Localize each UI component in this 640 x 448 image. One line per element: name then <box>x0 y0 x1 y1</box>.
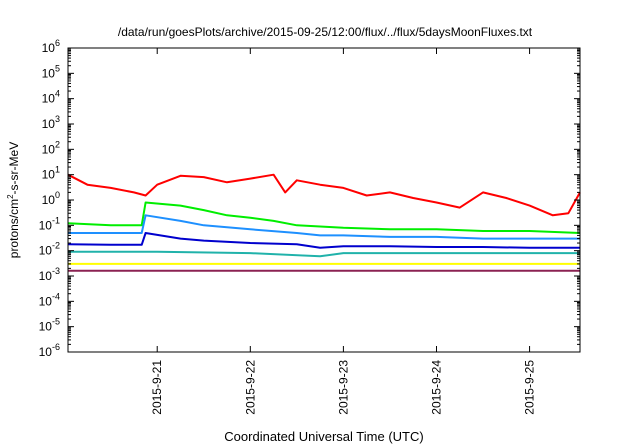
y-tick-exponent: 3 <box>55 114 60 124</box>
y-tick-label: 102 <box>42 139 60 156</box>
y-tick-exponent: 5 <box>55 63 60 73</box>
y-axis-label: protons/cm2-s-sr-MeV <box>6 142 21 258</box>
y-tick-exponent: -5 <box>52 317 60 327</box>
y-tick-label: 10-6 <box>39 342 60 359</box>
series-line-1 <box>67 201 581 234</box>
x-tick-label: 2015-9-23 <box>336 360 350 415</box>
chart-title: /data/run/goesPlots/archive/2015-09-25/1… <box>118 25 533 39</box>
series-layer <box>67 173 581 272</box>
y-tick-label: 105 <box>42 63 60 80</box>
x-tick-label: 2015-9-22 <box>243 360 257 415</box>
y-tick-base: 10 <box>42 41 56 55</box>
y-tick-label: 10-2 <box>39 241 60 258</box>
x-tick-label: 2015-9-24 <box>429 360 443 415</box>
y-tick-label: 103 <box>42 114 60 131</box>
x-axis-label: Coordinated Universal Time (UTC) <box>224 429 423 444</box>
y-tick-base: 10 <box>42 117 56 131</box>
y-tick-exponent: -1 <box>52 215 60 225</box>
y-tick-base: 10 <box>42 193 56 207</box>
y-tick-base: 10 <box>42 66 56 80</box>
y-axis-label-base: protons/cm <box>7 199 21 258</box>
series-line-0 <box>67 173 581 217</box>
plot-frame <box>67 47 581 353</box>
x-tick-label: 2015-9-25 <box>523 360 537 415</box>
y-tick-base: 10 <box>39 294 53 308</box>
y-tick-exponent: 1 <box>55 165 60 175</box>
y-tick-label: 101 <box>42 165 60 182</box>
y-tick-exponent: 6 <box>55 38 60 48</box>
y-tick-label: 106 <box>42 38 60 55</box>
series-line-4 <box>68 250 580 258</box>
series-line-2 <box>68 214 580 240</box>
series-line-3 <box>67 232 580 249</box>
y-tick-base: 10 <box>39 218 53 232</box>
y-tick-exponent: -3 <box>52 266 60 276</box>
y-tick-label: 10-5 <box>39 317 60 334</box>
y-tick-exponent: 0 <box>55 190 60 200</box>
y-tick-base: 10 <box>42 92 56 106</box>
y-tick-exponent: 2 <box>55 139 60 149</box>
y-tick-label: 100 <box>42 190 60 207</box>
y-tick-label: 10-3 <box>39 266 60 283</box>
x-tick-label: 2015-9-21 <box>150 360 164 415</box>
y-tick-base: 10 <box>39 269 53 283</box>
y-tick-base: 10 <box>42 142 56 156</box>
y-tick-exponent: -6 <box>52 342 60 352</box>
y-tick-label: 10-1 <box>39 215 60 232</box>
y-tick-base: 10 <box>42 168 56 182</box>
y-axis-label-sup: 2 <box>6 194 15 199</box>
y-tick-exponent: 4 <box>55 89 60 99</box>
y-tick-base: 10 <box>39 320 53 334</box>
y-tick-label: 104 <box>42 89 60 106</box>
y-tick-exponent: -4 <box>52 291 60 301</box>
x-axis: 2015-9-21 2015-9-22 2015-9-23 2015-9-24 2015… <box>150 48 537 415</box>
y-tick-exponent: -2 <box>52 241 60 251</box>
y-tick-base: 10 <box>39 345 53 359</box>
y-axis-label-rest: -s-sr-MeV <box>7 142 21 195</box>
y-axis: 10-610-510-410-310-210-11001011021031041… <box>39 38 580 359</box>
y-tick-label: 10-4 <box>39 291 60 308</box>
y-tick-base: 10 <box>39 244 53 258</box>
